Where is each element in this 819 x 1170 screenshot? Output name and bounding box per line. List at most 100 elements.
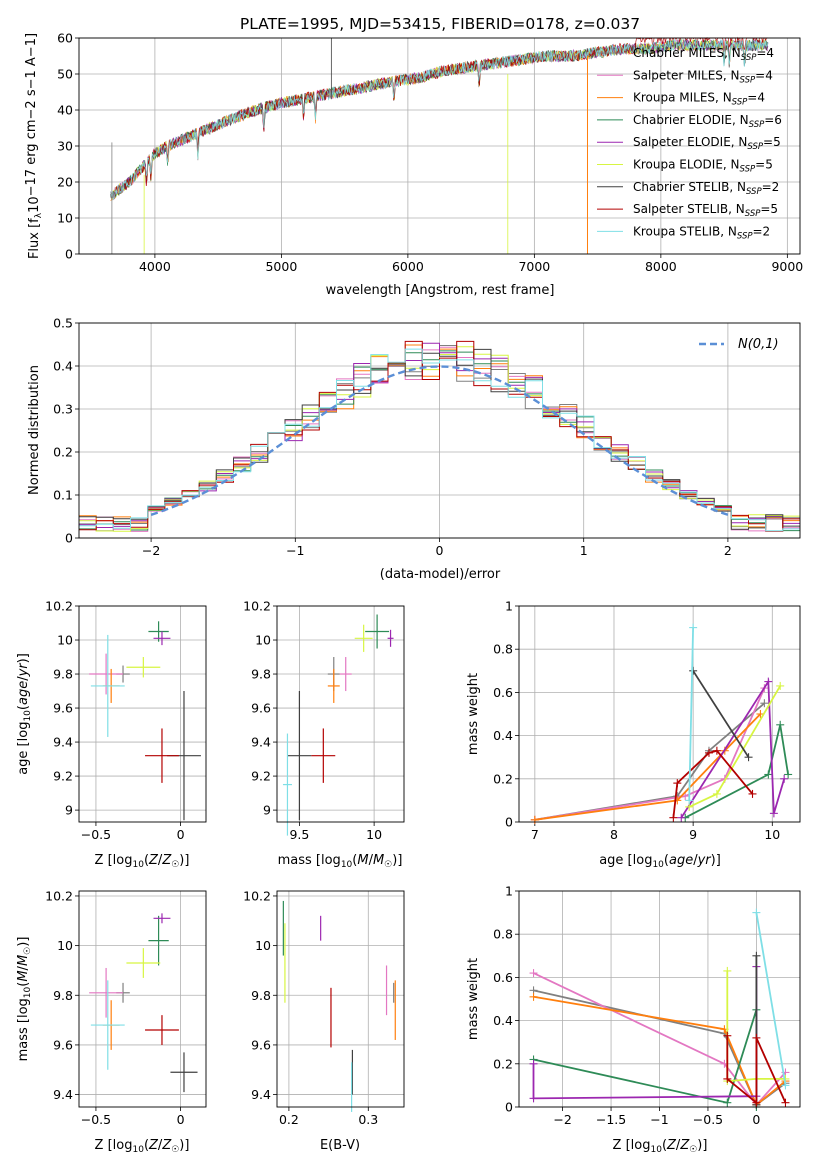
x-tick-label: 8 <box>610 827 618 842</box>
chart-weight_vs_Z: −2 −1.5 −1 −0.5 0 0 0.2 0.4 0.6 0.8 1 Z [log10(Z/Z☉… <box>466 884 801 1155</box>
y-tick-label: 9.8 <box>53 667 73 682</box>
errorbar-point-4 <box>153 913 171 924</box>
y-tick-label: 60 <box>57 31 73 46</box>
y-tick-label: 0.2 <box>53 445 73 460</box>
spectrum-legend: Chabrier MILES, NSSP=4 Salpeter MILES, NS… <box>597 46 782 241</box>
errorbar-point-1 <box>339 657 352 692</box>
y-tick-label: 9.6 <box>251 701 271 716</box>
chart-mass_vs_ebv: 0.2 0.3 9.4 9.6 9.8 10 10.2 E(B-V) <box>243 888 405 1153</box>
chart-spectrum: 4000 5000 6000 7000 8000 9000 0 10 20 30 40 50 60 Cha… <box>24 31 803 299</box>
errorbar-point-1 <box>89 967 124 1018</box>
legend-entry: Chabrier STELIB, NSSP=2 <box>633 180 779 197</box>
x-tick-label: 0.3 <box>358 1112 378 1127</box>
x-tick-label: 10 <box>764 827 780 842</box>
y-tick-label: 0 <box>505 815 513 830</box>
y-axis-label: mass weight <box>466 958 481 1040</box>
errorbar-point-7 <box>145 728 179 783</box>
x-axis-label: wavelength [Angstrom, rest frame] <box>326 283 555 298</box>
y-tick-label: 0.8 <box>493 642 513 657</box>
legend-entry: Salpeter STELIB, NSSP=5 <box>633 202 778 219</box>
x-tick-label: −2 <box>553 1112 571 1127</box>
x-tick-label: −0.5 <box>693 1112 723 1127</box>
x-tick-label: 0 <box>177 827 185 842</box>
x-tick-label: 6000 <box>392 259 424 274</box>
legend-entry: Salpeter ELODIE, NSSP=5 <box>633 135 781 152</box>
errorbar-point-2 <box>327 668 340 703</box>
x-tick-label: 5000 <box>265 259 297 274</box>
axes-frame <box>276 605 405 823</box>
y-tick-label: 0.1 <box>53 488 73 503</box>
x-tick-label: −0.5 <box>81 1112 111 1127</box>
x-tick-label: 8000 <box>645 259 677 274</box>
weight-series-3 <box>684 724 789 819</box>
spectrum-series-7 <box>110 36 768 200</box>
weight-series-1 <box>533 972 787 1107</box>
errorbar-point-4 <box>387 629 394 647</box>
errorbar-point-8 <box>90 634 125 737</box>
x-axis-label: Z [log10(Z/Z☉)] <box>95 853 190 870</box>
y-tick-label: 9.6 <box>53 1037 73 1052</box>
errorbar-point-7 <box>311 728 336 783</box>
y-tick-label: 10 <box>255 633 271 648</box>
y-tick-label: 0 <box>65 531 73 546</box>
legend-entry: Salpeter MILES, NSSP=4 <box>633 68 773 85</box>
x-tick-label: 2 <box>724 543 732 558</box>
axes-frame <box>518 890 801 1108</box>
y-tick-label: 9.8 <box>251 988 271 1003</box>
y-axis-label: mass [log10(M/M☉)] <box>16 937 33 1062</box>
y-tick-label: 9.6 <box>53 701 73 716</box>
errorbar-point-1 <box>89 653 124 695</box>
weight-series-8 <box>688 627 694 801</box>
x-tick-label: 0 <box>177 1112 185 1127</box>
weight-series-5 <box>726 970 786 1083</box>
chart-residuals: −2 −1 0 1 2 0 0.1 0.2 0.3 0.4 0.5 N(0,1) (data-model… <box>27 316 801 582</box>
y-tick-label: 9.4 <box>53 1087 73 1102</box>
y-tick-label: 10.2 <box>243 599 271 614</box>
figure-title: PLATE=1995, MJD=53415, FIBERID=0178, z=0… <box>240 15 640 33</box>
axes-frame <box>518 605 801 823</box>
x-tick-label: 0 <box>752 1112 760 1127</box>
errorbar-point-5 <box>354 624 373 652</box>
y-tick-label: 9 <box>65 803 73 818</box>
errorbar-point-6 <box>170 1052 198 1093</box>
y-tick-label: 9.6 <box>251 1037 271 1052</box>
x-tick-label: 7000 <box>518 259 550 274</box>
y-tick-label: 10 <box>57 938 73 953</box>
weight-series-6 <box>692 670 750 758</box>
errorbar-point-7 <box>145 1015 179 1045</box>
weight-series-2 <box>534 713 762 821</box>
legend-entry: N(0,1) <box>738 337 779 352</box>
x-tick-label: −1.5 <box>596 1112 626 1127</box>
y-tick-label: 9.8 <box>53 988 73 1003</box>
y-tick-label: 9.4 <box>251 735 271 750</box>
y-tick-label: 10 <box>255 938 271 953</box>
errorbar-point-5 <box>126 657 161 678</box>
y-axis-label: Flux [fλ10−17 erg cm−2 s−1 A−1] <box>24 33 44 259</box>
errorbar-point-8 <box>90 980 125 1070</box>
y-tick-label: 9 <box>263 803 271 818</box>
weight-series-3 <box>533 1009 758 1107</box>
y-tick-label: 10 <box>57 633 73 648</box>
plot-area-mass_vs_ebv <box>282 900 396 1112</box>
y-tick-label: 9.4 <box>53 735 73 750</box>
x-axis-label: mass [log10(M/M☉)] <box>278 853 403 870</box>
y-tick-label: 0.6 <box>493 970 513 985</box>
errorbar-point-8 <box>282 733 292 836</box>
legend-entry: Kroupa ELODIE, NSSP=5 <box>633 158 773 175</box>
x-tick-label: 9.5 <box>289 827 309 842</box>
axes-frame <box>78 37 801 255</box>
errorbar-point-3 <box>148 915 169 966</box>
y-tick-label: 0.4 <box>53 359 73 374</box>
y-tick-label: 50 <box>57 67 73 82</box>
y-tick-label: 0 <box>65 247 73 262</box>
chart-age_vs_mass: 9.5 10 9 9.2 9.4 9.6 9.8 10 10.2 mass [log10(M/M☉… <box>243 599 405 870</box>
x-axis-label: age [log10(age/yr)] <box>599 853 721 870</box>
y-axis-label: Normed distribution <box>27 365 42 495</box>
y-axis-label: age [log10(age/yr)] <box>16 653 33 775</box>
y-tick-label: 0.8 <box>493 927 513 942</box>
x-tick-label: −1 <box>650 1112 668 1127</box>
y-tick-label: 0.4 <box>493 1013 513 1028</box>
chart-age_vs_Z: −0.5 0 9 9.2 9.4 9.6 9.8 10 10.2 Z [log10(Z/Z☉)] a… <box>16 599 207 870</box>
chart-mass_vs_Z: −0.5 0 9.4 9.6 9.8 10 10.2 Z [log10(Z/Z☉)] mass … <box>16 888 207 1155</box>
